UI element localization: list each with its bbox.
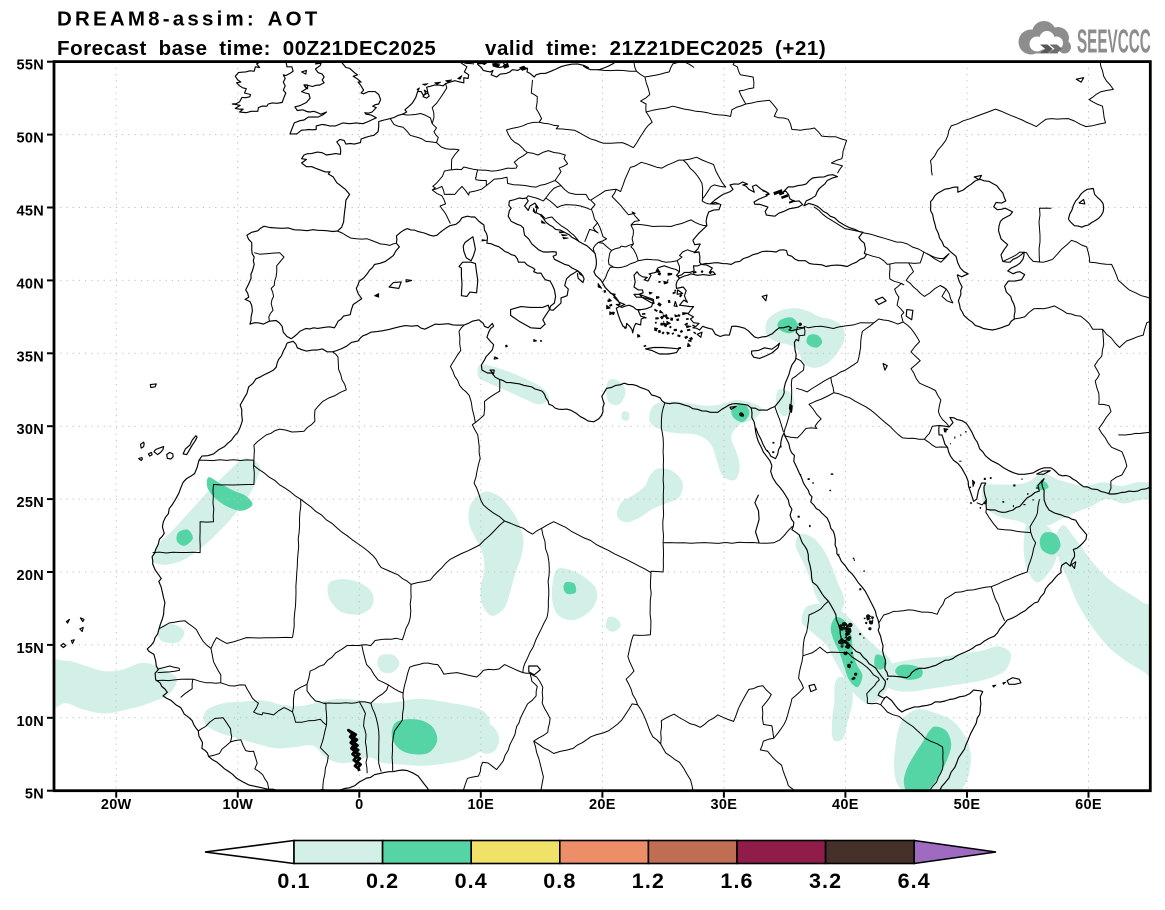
svg-text:15N: 15N xyxy=(17,641,45,657)
svg-text:35N: 35N xyxy=(17,349,45,365)
svg-text:20N: 20N xyxy=(17,568,45,584)
svg-text:20W: 20W xyxy=(101,797,132,813)
svg-text:55N: 55N xyxy=(17,58,45,74)
svg-text:1.6: 1.6 xyxy=(720,869,753,893)
svg-text:valid time: 21Z21DEC2025 (+21): valid time: 21Z21DEC2025 (+21) xyxy=(485,37,826,60)
svg-text:0.4: 0.4 xyxy=(455,869,488,893)
svg-text:6.4: 6.4 xyxy=(898,869,931,893)
svg-text:SEEVCCC: SEEVCCC xyxy=(1077,22,1151,60)
svg-text:0.1: 0.1 xyxy=(277,869,310,893)
svg-text:0.2: 0.2 xyxy=(366,869,399,893)
svg-text:10N: 10N xyxy=(17,714,45,730)
svg-text:30N: 30N xyxy=(17,422,45,438)
svg-text:50N: 50N xyxy=(17,131,45,147)
svg-text:0.8: 0.8 xyxy=(543,869,576,893)
svg-text:40E: 40E xyxy=(832,797,859,813)
svg-text:5N: 5N xyxy=(25,787,44,803)
svg-text:DREAM8-assim: AOT: DREAM8-assim: AOT xyxy=(57,8,320,31)
svg-text:10E: 10E xyxy=(467,797,494,813)
svg-text:60E: 60E xyxy=(1075,797,1102,813)
svg-text:1.2: 1.2 xyxy=(632,869,665,893)
svg-text:45N: 45N xyxy=(17,204,45,220)
svg-text:30E: 30E xyxy=(711,797,738,813)
svg-text:3.2: 3.2 xyxy=(809,869,842,893)
svg-text:50E: 50E xyxy=(954,797,981,813)
svg-text:10W: 10W xyxy=(222,797,253,813)
svg-text:0: 0 xyxy=(355,797,363,813)
svg-text:40N: 40N xyxy=(17,276,45,292)
svg-text:25N: 25N xyxy=(17,495,45,511)
svg-text:Forecast base time: 00Z21DEC20: Forecast base time: 00Z21DEC2025 xyxy=(57,37,436,60)
svg-text:20E: 20E xyxy=(589,797,616,813)
